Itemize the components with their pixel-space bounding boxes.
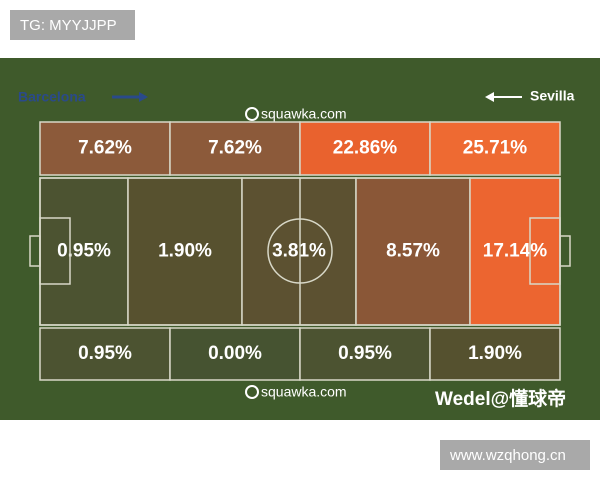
zone-label: 7.62%: [208, 138, 262, 159]
zone: [39, 177, 129, 326]
zone-label: 25.71%: [463, 138, 528, 159]
watermark-top: TG: MYYJJPP: [20, 17, 117, 34]
zone: [241, 177, 357, 326]
zone-label: 7.62%: [78, 138, 132, 159]
zone: [355, 177, 471, 326]
logo: [245, 385, 259, 399]
zone: [169, 327, 301, 381]
credit: Wedel@懂球帝: [435, 387, 566, 410]
zones: 7.62% 7.62% 22.86% 25.71% 0.95% 1.90% 3.81% 8.5…: [39, 121, 561, 381]
zone-label: 8.57%: [386, 241, 440, 262]
watermark-box: [440, 440, 590, 470]
zone-label: 0.95%: [78, 343, 132, 364]
zone-label: 17.14%: [483, 241, 548, 262]
pitch-lines: [29, 177, 571, 326]
zone: [299, 327, 431, 381]
zone-label: 0.00%: [208, 343, 262, 364]
zone: [39, 327, 171, 381]
watermark-box: [10, 10, 135, 40]
arrow-head: [139, 92, 148, 102]
zone: [39, 121, 171, 176]
zone-label: 22.86%: [333, 138, 398, 159]
team-left: Barcelona: [18, 89, 86, 105]
zone-label: 0.95%: [57, 241, 111, 262]
zone: [169, 121, 301, 176]
logo: [245, 107, 259, 121]
zone: [429, 327, 561, 381]
zone: [429, 121, 561, 176]
zone-label: 1.90%: [158, 241, 212, 262]
watermark-bottom: www.wzqhong.cn: [449, 447, 566, 464]
zone: [299, 121, 431, 176]
source-bottom: squawka.com: [261, 384, 347, 400]
zone: [127, 177, 243, 326]
zone-label: 3.81%: [272, 241, 326, 262]
zone-label: 1.90%: [468, 343, 522, 364]
arrow-head: [485, 92, 494, 102]
source-top: squawka.com: [261, 106, 347, 122]
zone-label: 0.95%: [338, 343, 392, 364]
team-right: Sevilla: [530, 88, 575, 104]
zone: [469, 177, 561, 326]
